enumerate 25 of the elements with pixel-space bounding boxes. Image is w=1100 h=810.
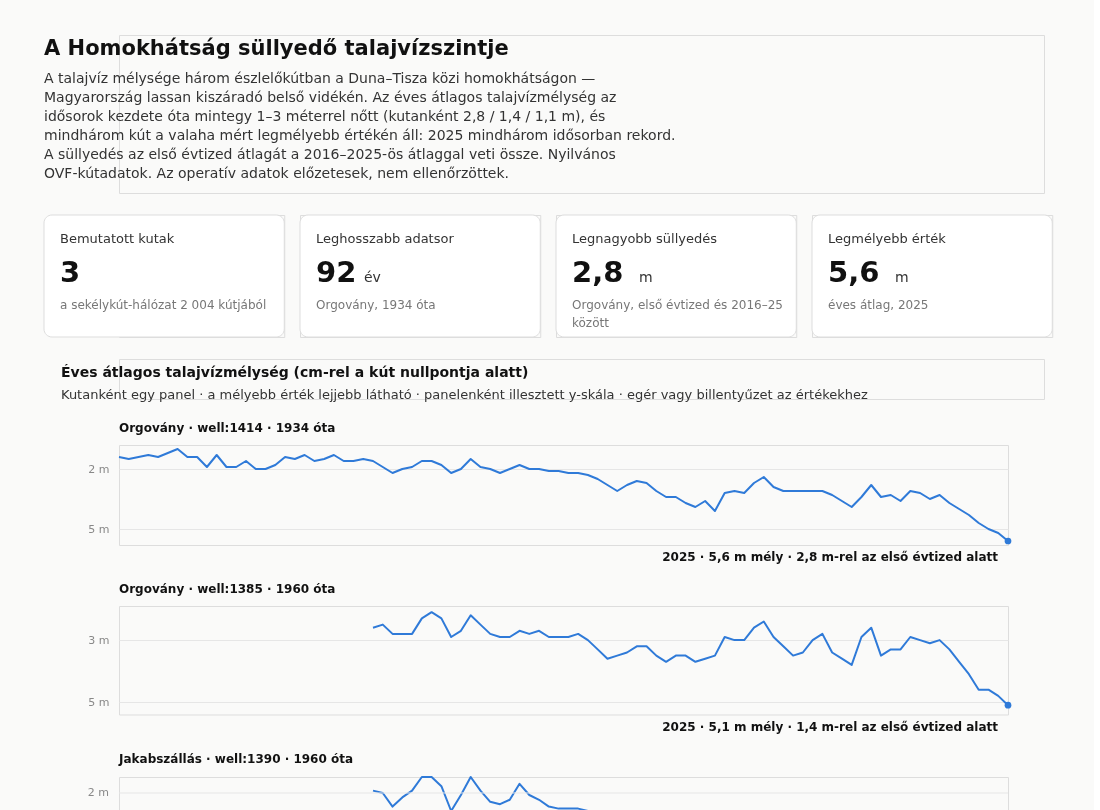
text: éves átlag, 2025 [828,298,929,312]
y-tick-label: 3 m [88,633,110,647]
text: 2025 · 5,6 m mély · 2,8 m-rel az első évtized alatt [662,550,999,564]
text: 92 év [316,255,381,289]
text: Legmélyebb érték [828,231,947,246]
text: Kutanként egy panel · a mélyebb érték lejjebb látható · panelenként illesztett y-skála · egér vagy billentyűzet az értékekhez [61,387,868,402]
text: 2025 · 5,1 m mély · 1,4 m-rel az első évtized alatt [662,719,999,734]
text: a sekélykút-hálózat 2 004 kútjából [60,298,267,312]
text: Orgovány, első évtized és 2016–25 között [572,298,783,330]
text: Legnagyobb süllyedés [572,231,718,246]
text: 2,8 m [572,255,653,289]
text: 3 [60,255,81,289]
text: Orgovány · well:1414 · 1934 óta [119,421,336,435]
text: Éves átlagos talajvízmélység (cm-rel a kút nullpontja alatt) [61,364,529,380]
text: 5,6 m [828,255,909,289]
chart-subtitle: A talajvíz mélysége három észlelőkútban a Duna–Tisza közi homokhátságon — Magyarország lassan kiszáradó belső vidékén. Az éves átlagos talajvízmélység az idősorok kezdete óta mintegy 1–3 méterrel nőtt (kutanként 2,8 / 1,4 / 1,1 m), és mindhárom kút a valaha mért legmélyebb értékén áll: 2025 mindhárom idősorban rekord. A süllyedés az első évtized átlagát a 2016–2025-ös átlaggal veti össze. Nyilvános OVF-kútadatok. Az operatív adatok előzetesek, nem ellenőrzöttek. [44,70,676,181]
text: Leghosszabb adatsor [316,231,455,246]
chart-title: A Homokhátság süllyedő talajvízszintje [44,36,509,60]
y-tick-label: 5 m [88,695,110,709]
y-tick-label: 2 m [88,462,110,476]
text: Bemutatott kutak [60,231,175,246]
text: Orgovány, 1934 óta [316,298,436,312]
y-tick-label: 5 m [88,522,110,536]
chart-title: Orgovány · well:1385 · 1960 óta [119,582,336,596]
chart-title: Jakabszállás · well:1390 · 1960 óta [118,752,354,766]
